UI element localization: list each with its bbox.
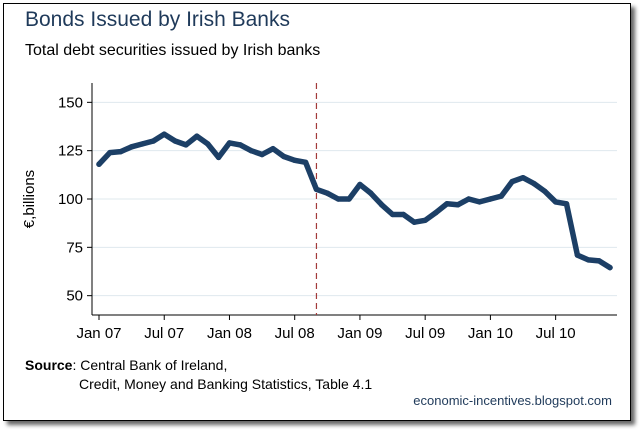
- data-point: [531, 180, 537, 187]
- x-tick-label: Jul 08: [275, 325, 315, 342]
- y-tick-label: 75: [66, 239, 83, 256]
- data-point: [585, 257, 591, 263]
- y-axis-label: €,billions: [21, 170, 38, 228]
- source-line-1: : Central Bank of Ireland,: [72, 357, 228, 373]
- data-point: [237, 142, 244, 148]
- x-tick-label: Jan 07: [76, 325, 121, 342]
- data-point: [411, 219, 417, 225]
- data-point: [215, 154, 222, 161]
- data-point: [346, 196, 352, 202]
- data-point: [476, 199, 483, 205]
- y-tick-label: 50: [66, 288, 83, 305]
- data-point: [172, 138, 178, 144]
- data-point: [444, 201, 450, 207]
- data-point: [259, 151, 265, 158]
- source-line-2: Credit, Money and Banking Statistics, Ta…: [79, 376, 373, 392]
- data-point: [400, 211, 407, 218]
- source-label: Source: [25, 357, 73, 373]
- data-point: [498, 193, 504, 199]
- data-point: [205, 141, 211, 147]
- data-point: [150, 138, 157, 144]
- x-tick-label: Jan 08: [207, 325, 252, 342]
- data-point: [520, 175, 526, 181]
- data-point: [563, 201, 570, 207]
- y-tick-label: 150: [58, 94, 83, 111]
- data-point: [139, 141, 146, 147]
- data-point: [248, 147, 254, 154]
- data-point: [433, 209, 439, 216]
- data-point: [226, 140, 233, 146]
- data-point: [335, 196, 341, 202]
- gridlines: [92, 101, 617, 297]
- y-tick-label: 125: [58, 143, 83, 160]
- blog-credit: economic-incentives.blogspot.com: [413, 393, 612, 408]
- data-point: [313, 186, 320, 193]
- x-tick-label: Jul 10: [536, 325, 576, 342]
- data-point: [161, 131, 167, 137]
- data-point: [292, 157, 298, 164]
- data-point: [487, 196, 494, 202]
- data-point: [183, 142, 189, 148]
- data-point: [302, 159, 309, 165]
- data-point: [389, 211, 396, 218]
- data-point: [542, 188, 548, 194]
- y-axis: 50 75 100 125 150: [58, 83, 93, 315]
- data-point: [357, 181, 363, 188]
- x-tick-label: Jul 07: [144, 325, 184, 342]
- x-tick-label: Jan 09: [337, 325, 382, 342]
- x-tick-label: Jul 09: [405, 325, 445, 342]
- data-point: [378, 202, 385, 208]
- chart-subtitle: Total debt securities issued by Irish ba…: [25, 42, 321, 59]
- data-point: [465, 196, 472, 202]
- data-point: [574, 252, 581, 258]
- data-point: [552, 199, 559, 205]
- data-point: [194, 133, 200, 139]
- data-point: [281, 153, 287, 160]
- chart-title: Bonds Issued by Irish Banks: [25, 8, 290, 31]
- data-point: [596, 258, 602, 264]
- x-axis: Jan 07 Jul 07 Jan 08 Jul 08 Jan 09 Jul 09 Jan …: [76, 314, 617, 342]
- data-point: [455, 202, 461, 208]
- data-point: [509, 178, 515, 185]
- data-point: [96, 161, 102, 167]
- data-point: [270, 146, 276, 152]
- data-point: [324, 190, 331, 196]
- data-point: [422, 217, 428, 223]
- x-tick-label: Jan 10: [468, 325, 513, 342]
- y-tick-label: 100: [58, 191, 83, 208]
- source-note: Source: Central Bank of Ireland, Credit,…: [25, 356, 372, 394]
- data-point: [118, 148, 124, 155]
- data-point: [607, 264, 613, 271]
- data-point: [107, 149, 113, 156]
- data-points: [96, 131, 613, 271]
- data-point: [128, 144, 135, 150]
- data-point: [368, 190, 374, 196]
